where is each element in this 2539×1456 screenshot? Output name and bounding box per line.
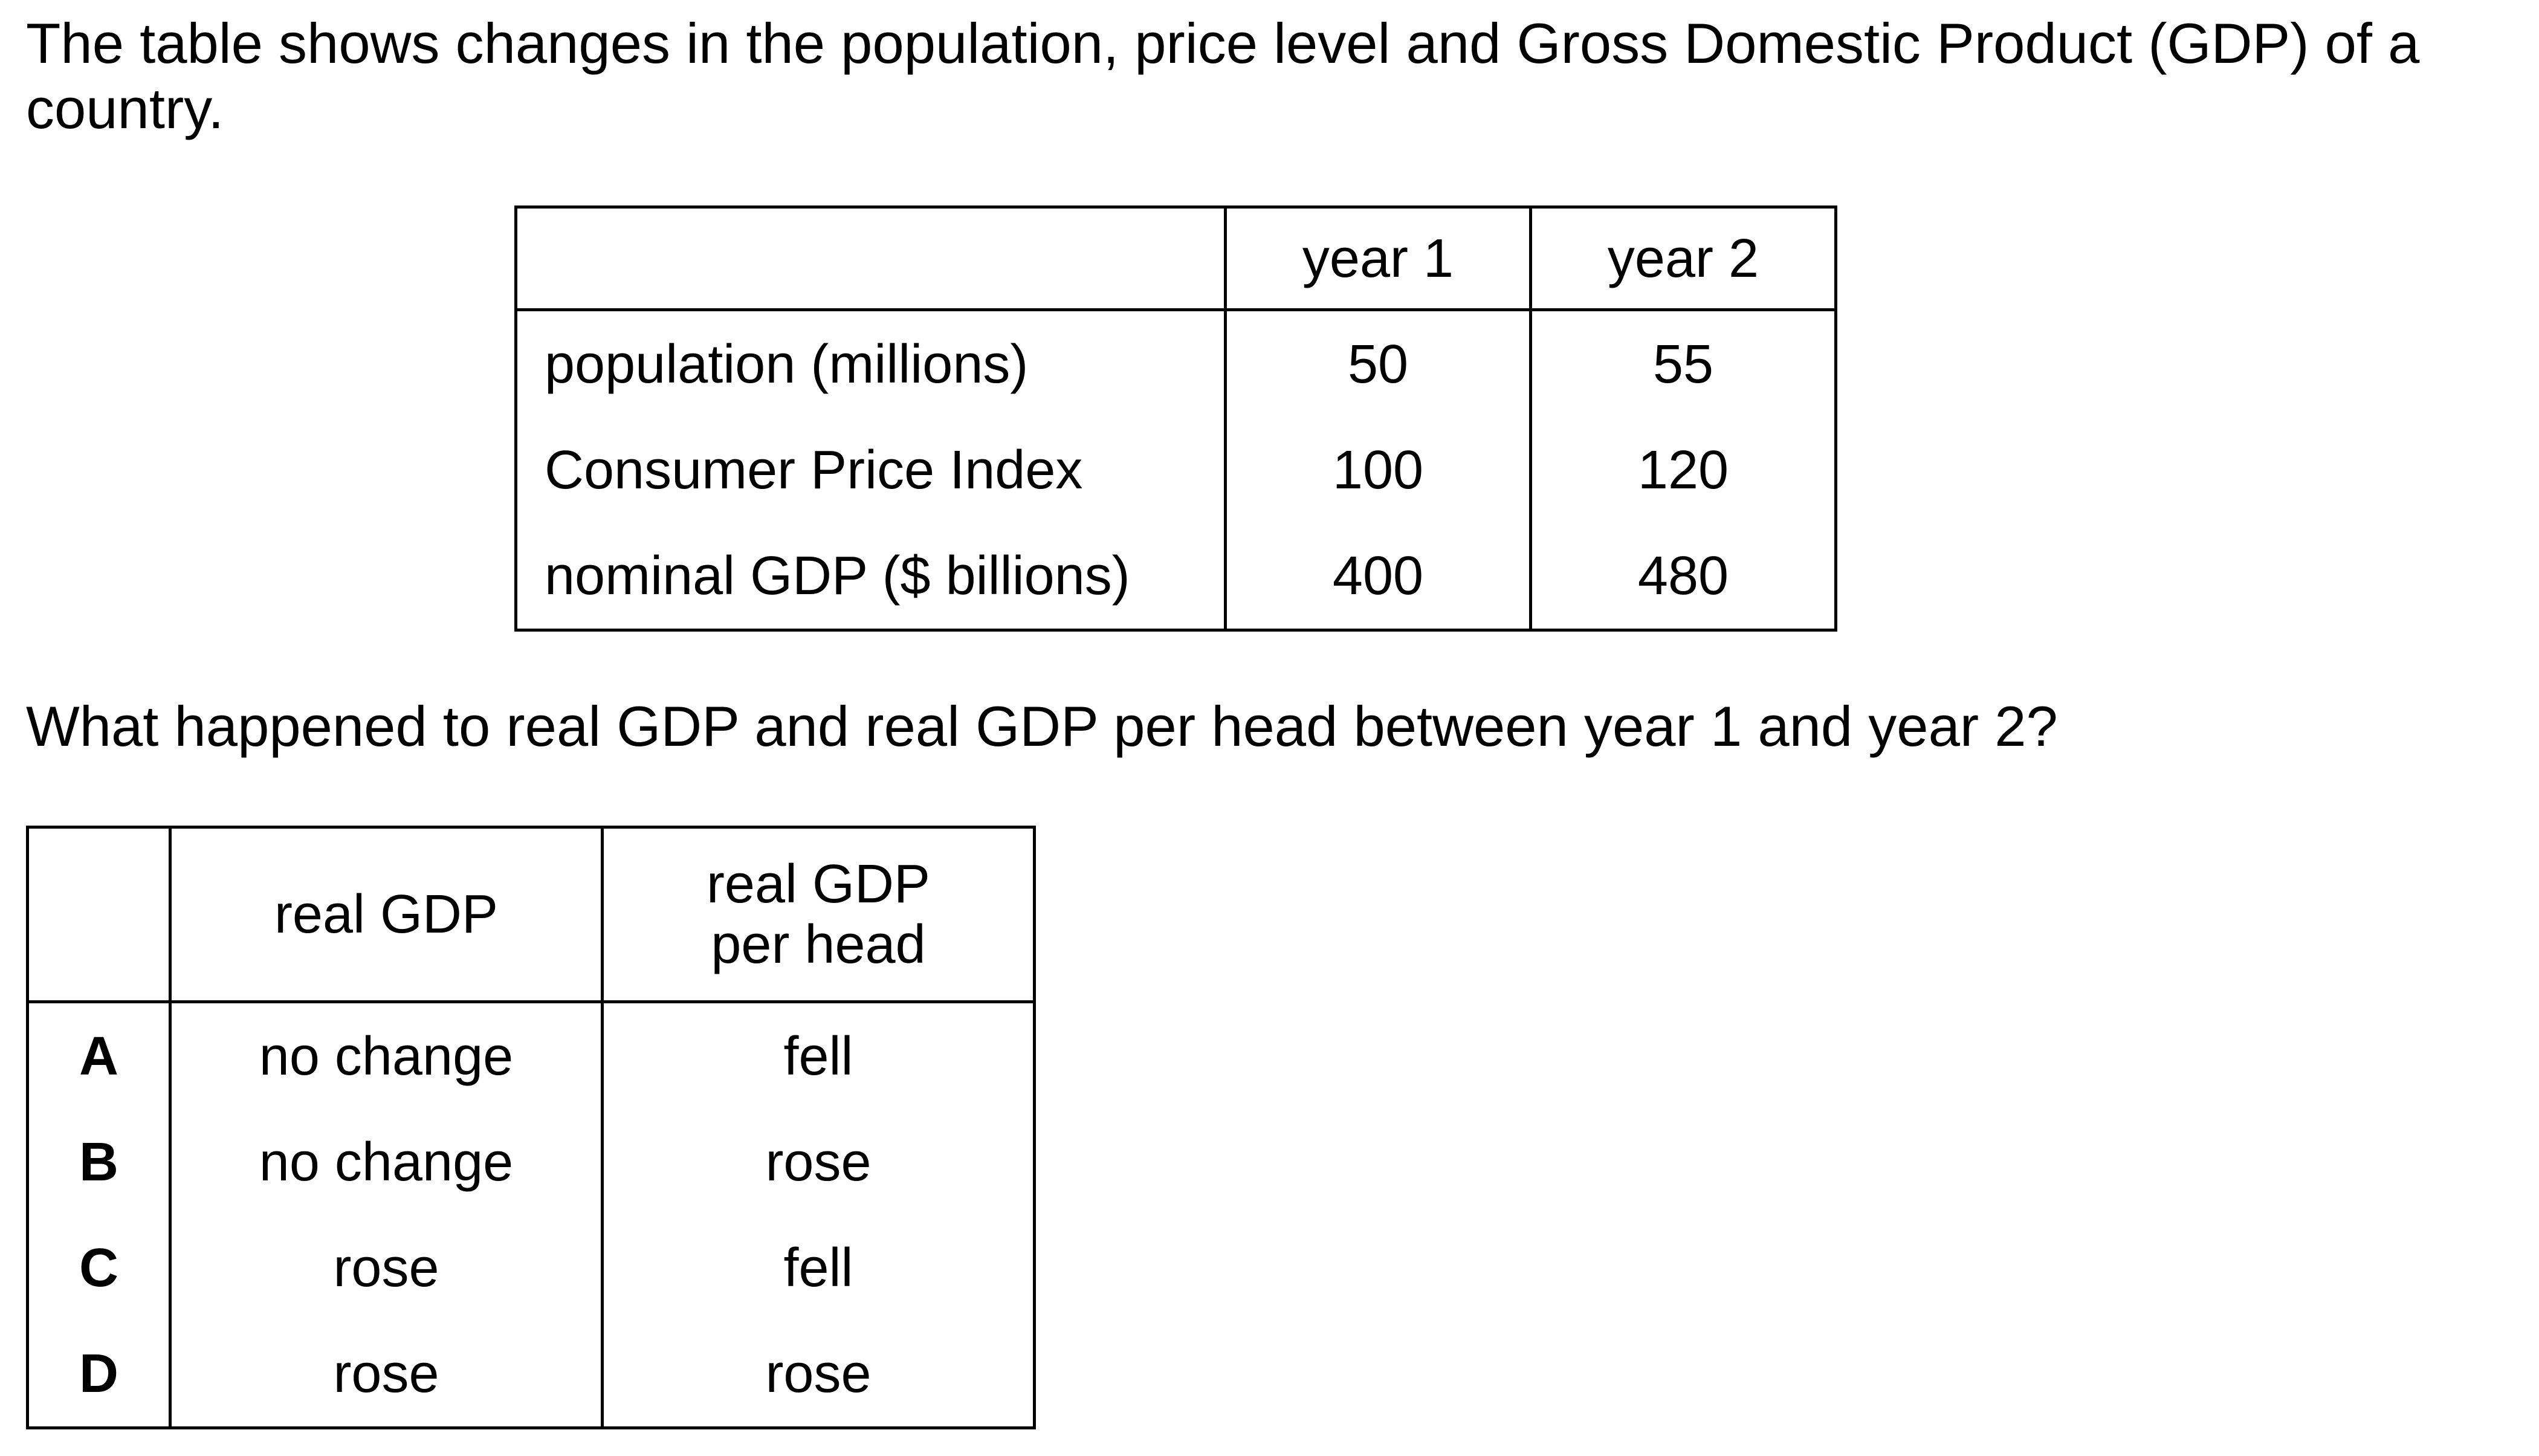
option-real-gdp: no change: [169, 1109, 604, 1215]
options-header-row: real GDP real GDP per head: [26, 827, 1036, 1003]
option-row-c[interactable]: C rose fell: [26, 1215, 1036, 1321]
header-line-1: real GDP: [706, 854, 931, 914]
options-header-real-gdp: real GDP: [169, 827, 604, 1003]
option-per-head: fell: [601, 1215, 1036, 1321]
nominal-gdp-year-2: 480: [1529, 523, 1837, 630]
question-text: What happened to real GDP and real GDP p…: [26, 694, 2058, 758]
option-real-gdp: rose: [169, 1215, 604, 1321]
nominal-gdp-year-1: 400: [1224, 523, 1532, 630]
option-per-head: rose: [601, 1109, 1036, 1215]
header-year-1: year 1: [1224, 207, 1532, 311]
option-letter: C: [26, 1215, 172, 1321]
intro-text: The table shows changes in the populatio…: [26, 11, 2420, 140]
option-row-d[interactable]: D rose rose: [26, 1321, 1036, 1428]
option-row-a[interactable]: A no change fell: [26, 1001, 1036, 1109]
option-letter: B: [26, 1109, 172, 1215]
row-label-cpi: Consumer Price Index: [514, 417, 1227, 523]
row-label-nominal-gdp: nominal GDP ($ billions): [514, 523, 1227, 630]
cpi-year-1: 100: [1224, 417, 1532, 523]
population-year-2: 55: [1529, 309, 1837, 417]
header-line-2: per head: [711, 914, 926, 975]
options-header-empty: [26, 827, 172, 1003]
options-table: real GDP real GDP per head A no change f…: [26, 826, 1036, 1429]
option-letter: D: [26, 1321, 172, 1428]
option-per-head: fell: [601, 1001, 1036, 1109]
option-row-b[interactable]: B no change rose: [26, 1109, 1036, 1215]
row-label-population: population (millions): [514, 309, 1227, 417]
option-letter: A: [26, 1001, 172, 1109]
header-empty-cell: [514, 207, 1227, 311]
option-real-gdp: rose: [169, 1321, 604, 1428]
options-header-real-gdp-per-head: real GDP per head: [601, 827, 1036, 1003]
option-real-gdp: no change: [169, 1001, 604, 1109]
table-row: population (millions) 50 55: [514, 309, 1837, 417]
data-table: year 1 year 2 population (millions) 50 5…: [514, 205, 1837, 632]
data-table-header-row: year 1 year 2: [514, 207, 1837, 311]
cpi-year-2: 120: [1529, 417, 1837, 523]
option-per-head: rose: [601, 1321, 1036, 1428]
header-year-2: year 2: [1529, 207, 1837, 311]
table-row: nominal GDP ($ billions) 400 480: [514, 523, 1837, 630]
table-row: Consumer Price Index 100 120: [514, 417, 1837, 523]
population-year-1: 50: [1224, 309, 1532, 417]
